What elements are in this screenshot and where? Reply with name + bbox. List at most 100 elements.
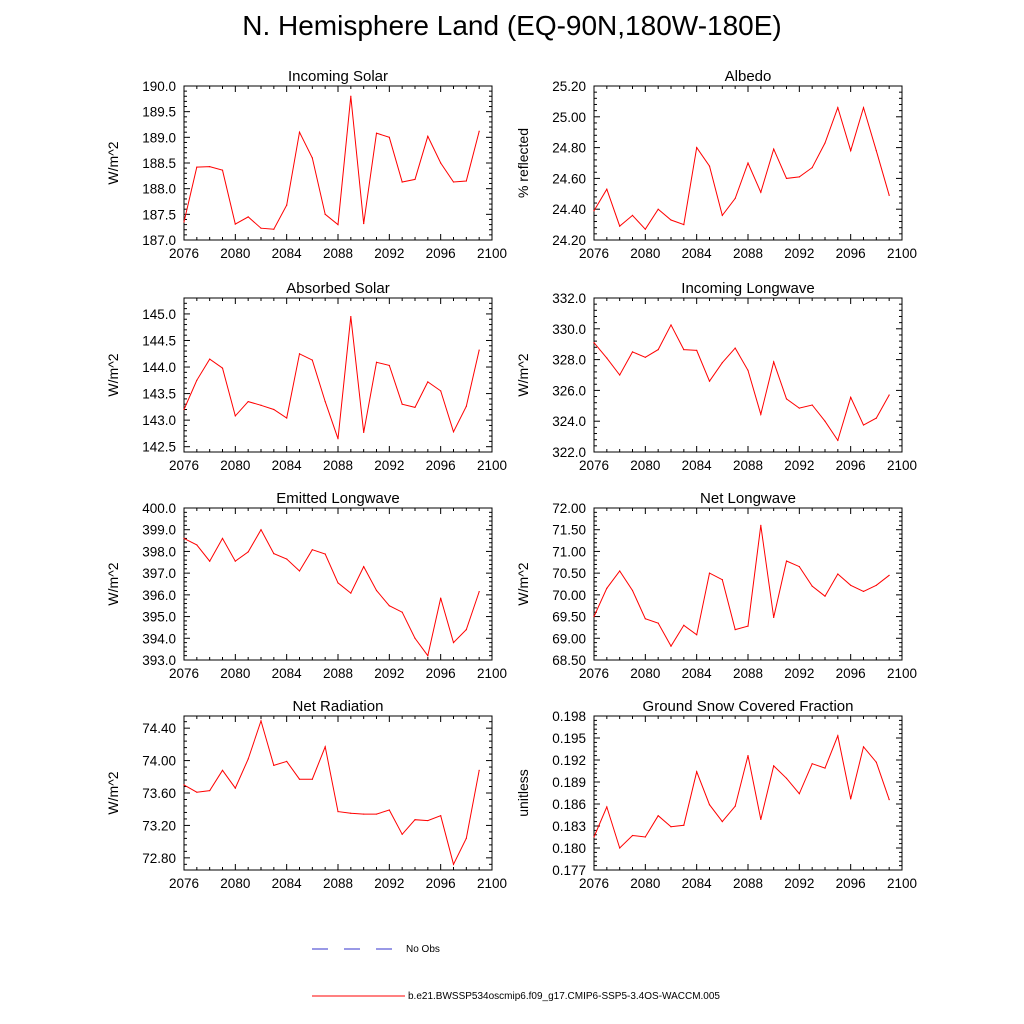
data-point xyxy=(324,400,326,403)
y-tick-label: 73.60 xyxy=(142,786,176,801)
data-point xyxy=(747,369,749,371)
data-point xyxy=(286,760,288,762)
data-point xyxy=(273,553,275,555)
x-tick-label: 2096 xyxy=(836,246,866,261)
data-point xyxy=(286,417,288,419)
x-tick-label: 2088 xyxy=(733,246,763,261)
data-point xyxy=(862,106,865,109)
data-point xyxy=(644,618,646,620)
data-point xyxy=(670,324,672,326)
x-tick-label: 2088 xyxy=(733,666,763,681)
y-tick-label: 322.0 xyxy=(552,445,586,460)
x-tick-label: 2088 xyxy=(733,458,763,473)
data-point xyxy=(260,404,262,406)
x-tick-label: 2096 xyxy=(426,458,456,473)
y-tick-label: 69.50 xyxy=(552,610,586,625)
data-point xyxy=(850,798,852,800)
series-line xyxy=(183,96,480,230)
data-point xyxy=(747,162,749,164)
data-point xyxy=(221,769,224,771)
data-point xyxy=(388,136,390,138)
data-point xyxy=(670,645,672,647)
x-tick-label: 2092 xyxy=(374,246,404,261)
x-tick-label: 2092 xyxy=(784,666,814,681)
data-point xyxy=(350,315,352,318)
x-tick-label: 2076 xyxy=(169,876,199,891)
x-tick-label: 2084 xyxy=(682,458,713,473)
y-tick-label: 330.0 xyxy=(552,322,586,337)
data-point xyxy=(298,778,301,780)
data-point xyxy=(837,735,839,737)
data-point xyxy=(196,791,198,793)
data-point xyxy=(811,167,813,169)
data-point xyxy=(708,165,711,167)
data-point xyxy=(221,169,224,171)
x-tick-label: 2100 xyxy=(477,246,507,261)
x-tick-label: 2096 xyxy=(426,876,456,891)
y-tick-label: 144.5 xyxy=(142,333,176,348)
data-point xyxy=(875,761,877,763)
y-tick-label: 188.0 xyxy=(142,182,176,197)
panel-title: Net Longwave xyxy=(700,490,796,507)
y-tick-label: 187.5 xyxy=(142,207,176,222)
x-tick-label: 2088 xyxy=(323,246,353,261)
x-tick-label: 2076 xyxy=(579,666,609,681)
plot-frame xyxy=(593,715,903,871)
y-tick-label: 0.195 xyxy=(552,731,586,746)
data-point xyxy=(875,417,877,419)
data-point xyxy=(209,165,211,168)
y-tick-label: 394.0 xyxy=(142,631,176,646)
data-point xyxy=(388,605,390,607)
data-point xyxy=(221,367,224,369)
x-tick-label: 2080 xyxy=(630,246,660,261)
data-point xyxy=(773,765,775,767)
y-tick-label: 25.20 xyxy=(552,79,586,94)
y-tick-label: 396.0 xyxy=(142,588,176,603)
x-tick-label: 2080 xyxy=(220,876,250,891)
series-line xyxy=(183,316,480,439)
y-tick-label: 0.192 xyxy=(552,753,586,768)
data-point xyxy=(593,342,595,344)
chart-panel-5: Emitted Longwave 2076 2080 2084 2088 2092 2096… xyxy=(105,490,507,681)
data-point xyxy=(273,764,275,767)
data-point xyxy=(234,787,236,789)
data-point xyxy=(401,833,403,835)
chart-panel-4: Incoming Longwave 2076 2080 2084 2088 2092 209… xyxy=(515,280,917,473)
data-point xyxy=(657,815,659,817)
data-point xyxy=(183,537,185,540)
y-tick-label: 0.183 xyxy=(552,819,586,834)
data-point xyxy=(337,811,339,813)
data-point xyxy=(363,222,365,225)
data-point xyxy=(440,390,442,392)
data-point xyxy=(324,213,326,215)
data-point xyxy=(478,769,480,771)
data-point xyxy=(388,364,390,367)
y-tick-label: 72.00 xyxy=(552,501,586,516)
data-point xyxy=(414,406,416,408)
y-tick-label: 189.5 xyxy=(142,105,176,120)
x-tick-label: 2092 xyxy=(374,876,404,891)
series-line xyxy=(593,734,890,849)
data-point xyxy=(606,188,608,190)
data-point xyxy=(414,819,416,821)
data-point xyxy=(708,572,711,574)
data-point xyxy=(196,544,198,546)
data-point xyxy=(837,106,839,109)
data-point xyxy=(696,634,698,636)
x-tick-label: 2076 xyxy=(579,458,609,473)
data-point xyxy=(837,573,839,575)
y-tick-label: 69.00 xyxy=(552,631,586,646)
legend-label-no-obs: No Obs xyxy=(406,944,440,955)
y-tick-label: 73.20 xyxy=(142,818,176,833)
x-tick-label: 2100 xyxy=(887,458,917,473)
data-point xyxy=(862,746,865,748)
data-point xyxy=(657,622,659,624)
data-point xyxy=(760,191,762,193)
data-point xyxy=(708,380,711,382)
data-point xyxy=(657,208,659,210)
data-point xyxy=(401,403,403,405)
y-tick-label: 0.177 xyxy=(552,863,586,878)
data-point xyxy=(209,789,211,792)
y-tick-label: 398.0 xyxy=(142,544,176,559)
y-tick-label: 190.0 xyxy=(142,79,176,94)
